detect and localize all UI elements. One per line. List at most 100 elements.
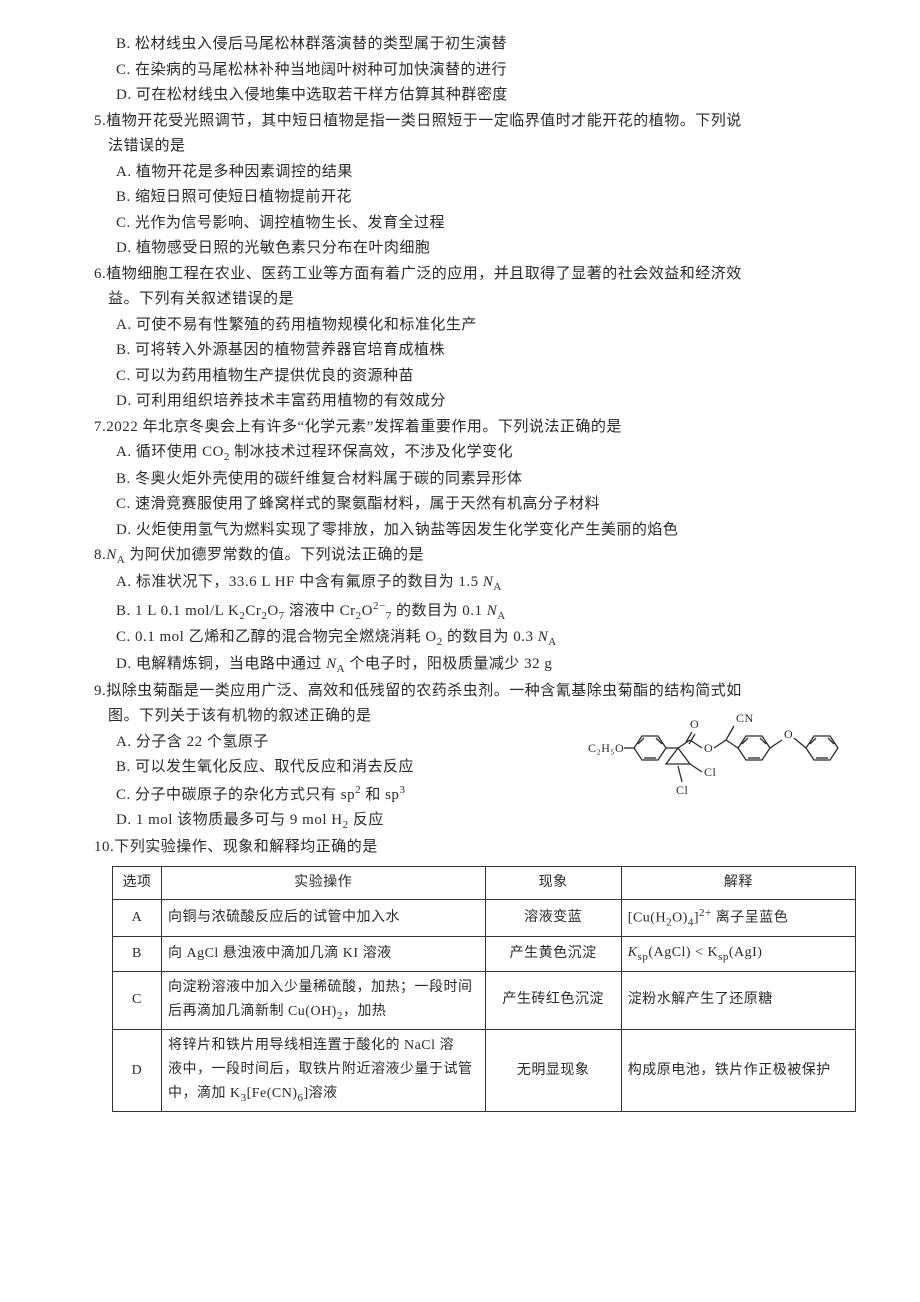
q8-d: D. 电解精炼铜，当电路中通过 NA 个电子时，阳极质量减少 32 g (94, 652, 860, 679)
q8-text: 为阿伏加德罗常数的值。下列说法正确的是 (125, 547, 424, 563)
q7-c: C. 速滑竞赛服使用了蜂窝样式的聚氨酯材料，属于天然有机高分子材料 (94, 492, 860, 518)
table-header-row: 选项 实验操作 现象 解释 (113, 867, 856, 900)
q8-b-p3: O (267, 603, 278, 619)
cell-op: 向 AgCl 悬浊液中滴加几滴 KI 溶液 (161, 937, 485, 971)
option-b: B. 松材线虫入侵后马尾松林群落演替的类型属于初生演替 (94, 32, 860, 58)
expl-p2: O) (672, 911, 688, 926)
table-row: B 向 AgCl 悬浊液中滴加几滴 KI 溶液 产生黄色沉淀 Ksp(AgCl)… (113, 937, 856, 971)
q9-stem: 9.拟除虫菊酯是一类应用广泛、高效和低残留的农药杀虫剂。一种含氰基除虫菊酯的结构… (108, 679, 860, 705)
q8-b-p2: Cr (245, 603, 261, 619)
q9-a: A. 分子含 22 个氢原子 (94, 730, 576, 756)
q8-a-sub: A (493, 581, 501, 593)
cell-opt: B (113, 937, 162, 971)
q8-d-p3: 个电子时，阳极质量减少 32 g (345, 656, 552, 672)
cell-phen: 溶液变蓝 (485, 900, 621, 937)
q7-a: A. 循环使用 CO2 制冰技术过程环保高效，不涉及化学变化 (94, 440, 860, 467)
op-l2-p1: 后再滴加几滴新制 Cu(OH) (168, 1004, 337, 1019)
q5-num: 5. (94, 113, 106, 129)
diagram-ester-o: O (704, 741, 713, 755)
expl-sup: 2+ (699, 907, 712, 919)
cell-opt: C (113, 971, 162, 1029)
q8-d-var: N (326, 656, 337, 672)
cell-phen: 产生砖红色沉淀 (485, 971, 621, 1029)
q10-text: 下列实验操作、现象和解释均正确的是 (114, 839, 378, 855)
q6-num: 6. (94, 266, 106, 282)
q9-b: B. 可以发生氧化反应、取代反应和消去反应 (94, 755, 576, 781)
q5-b: B. 缩短日照可使短日植物提前开花 (94, 185, 860, 211)
q8-c-var: N (538, 629, 549, 645)
diagram-cl2: Cl (676, 783, 689, 797)
col-explanation: 解释 (621, 867, 855, 900)
op-l2-p2: ，加热 (343, 1004, 387, 1019)
q9-num: 9. (94, 683, 106, 699)
q5-stem: 5.植物开花受光照调节，其中短日植物是指一类日照短于一定临界值时才能开花的植物。… (108, 109, 860, 135)
q5-stem-2: 法错误的是 (108, 134, 860, 160)
col-phenomenon: 现象 (485, 867, 621, 900)
cell-opt: D (113, 1030, 162, 1112)
expl-s2: sp (718, 951, 729, 963)
diagram-cn: CN (736, 711, 754, 725)
cell-expl: 淀粉水解产生了还原糖 (621, 971, 855, 1029)
cell-opt: A (113, 900, 162, 937)
q9-text1: 拟除虫菊酯是一类应用广泛、高效和低残留的农药杀虫剂。一种含氰基除虫菊酯的结构简式… (106, 683, 742, 699)
q8-a-p1: A. 标准状况下，33.6 L HF 中含有氟原子的数目为 1.5 (116, 574, 483, 590)
q8-a-var: N (483, 574, 494, 590)
q5-a: A. 植物开花是多种因素调控的结果 (94, 160, 860, 186)
diagram-left-group: C₂H₅O (588, 741, 624, 755)
cell-op: 向淀粉溶液中加入少量稀硫酸，加热；一段时间 后再滴加几滴新制 Cu(OH)2，加… (161, 971, 485, 1029)
q7-stem: 7.2022 年北京冬奥会上有许多“化学元素”发挥着重要作用。下列说法正确的是 (108, 415, 860, 441)
q8-c-sA: A (548, 636, 556, 648)
q8-b-p4: 溶液中 Cr (285, 603, 356, 619)
q7-a-post: 制冰技术过程环保高效，不涉及化学变化 (230, 444, 513, 460)
option-c: C. 在染病的马尾松林补种当地阔叶树种可加快演替的进行 (94, 58, 860, 84)
q6-stem: 6.植物细胞工程在农业、医药工业等方面有着广泛的应用，并且取得了显著的社会效益和… (108, 262, 860, 288)
chemical-structure-diagram: C₂H₅O O O (586, 704, 866, 804)
q9-c-p2: 和 sp (361, 787, 399, 803)
q8-d-p1: D. 电解精炼铜，当电路中通过 (116, 656, 326, 672)
q8-b-p5: O (362, 603, 373, 619)
q9-block: 图。下列关于该有机物的叙述正确的是 A. 分子含 22 个氢原子 B. 可以发生… (94, 704, 860, 835)
cell-op: 向铜与浓硫酸反应后的试管中加入水 (161, 900, 485, 937)
q5-text1: 植物开花受光照调节，其中短日植物是指一类日照短于一定临界值时才能开花的植物。下列… (106, 113, 742, 129)
q7-num: 7. (94, 419, 106, 435)
op-l3-p2: [Fe(CN) (247, 1086, 298, 1101)
op-l2: 液中，一段时间后，取铁片附近溶液少量于试管 (168, 1058, 479, 1082)
op-l2: 后再滴加几滴新制 Cu(OH)2，加热 (168, 1000, 479, 1025)
q6-text1: 植物细胞工程在农业、医药工业等方面有着广泛的应用，并且取得了显著的社会效益和经济… (106, 266, 742, 282)
q9-d-p1: D. 1 mol 该物质最多可与 9 mol H (116, 812, 343, 828)
q9-c-p1: C. 分子中碳原子的杂化方式只有 sp (116, 787, 355, 803)
q9-c-sup2: 3 (399, 784, 405, 796)
q6-stem-2: 益。下列有关叙述错误的是 (108, 287, 860, 313)
q9-d-p2: 反应 (349, 812, 384, 828)
option-d: D. 可在松材线虫入侵地集中选取若干样方估算其种群密度 (94, 83, 860, 109)
q7-text: 2022 年北京冬奥会上有许多“化学元素”发挥着重要作用。下列说法正确的是 (106, 419, 622, 435)
q7-a-pre: A. 循环使用 CO (116, 444, 224, 460)
op-l1: 将锌片和铁片用导线相连置于酸化的 NaCl 溶 (168, 1034, 479, 1058)
expl-p1: [Cu(H (628, 911, 666, 926)
q7-b: B. 冬奥火炬外壳使用的碳纤维复合材料属于碳的同素异形体 (94, 467, 860, 493)
q9-d: D. 1 mol 该物质最多可与 9 mol H2 反应 (94, 808, 576, 835)
op-l3-p1: 中，滴加 K (168, 1086, 241, 1101)
q8-b-sup: 2− (373, 600, 386, 612)
expl-p4: 离子呈蓝色 (712, 911, 789, 926)
diagram-double-o: O (690, 717, 699, 731)
q8-sub: A (117, 554, 125, 566)
q9-c: C. 分子中碳原子的杂化方式只有 sp2 和 sp3 (94, 781, 576, 809)
cell-phen: 无明显现象 (485, 1030, 621, 1112)
op-l3-p3: ]溶液 (304, 1086, 338, 1101)
q8-b-p1: B. 1 L 0.1 mol/L K (116, 603, 239, 619)
q6-a: A. 可使不易有性繁殖的药用植物规模化和标准化生产 (94, 313, 860, 339)
cell-expl: Ksp(AgCl) < Ksp(AgI) (621, 937, 855, 971)
expl-p1: K (628, 945, 638, 960)
q8-var: N (106, 547, 117, 563)
q8-d-sA: A (337, 663, 345, 675)
table-row: A 向铜与浓硫酸反应后的试管中加入水 溶液变蓝 [Cu(H2O)4]2+ 离子呈… (113, 900, 856, 937)
col-option: 选项 (113, 867, 162, 900)
q8-stem: 8.NA 为阿伏加德罗常数的值。下列说法正确的是 (108, 543, 860, 570)
cell-op: 将锌片和铁片用导线相连置于酸化的 NaCl 溶 液中，一段时间后，取铁片附近溶液… (161, 1030, 485, 1112)
q8-b: B. 1 L 0.1 mol/L K2Cr2O7 溶液中 Cr2O2−7 的数目… (94, 597, 860, 626)
op-l3: 中，滴加 K3[Fe(CN)6]溶液 (168, 1082, 479, 1107)
q5-c: C. 光作为信号影响、调控植物生长、发育全过程 (94, 211, 860, 237)
diagram-cl1: Cl (704, 765, 717, 779)
expl-p3: (AgI) (729, 945, 763, 960)
